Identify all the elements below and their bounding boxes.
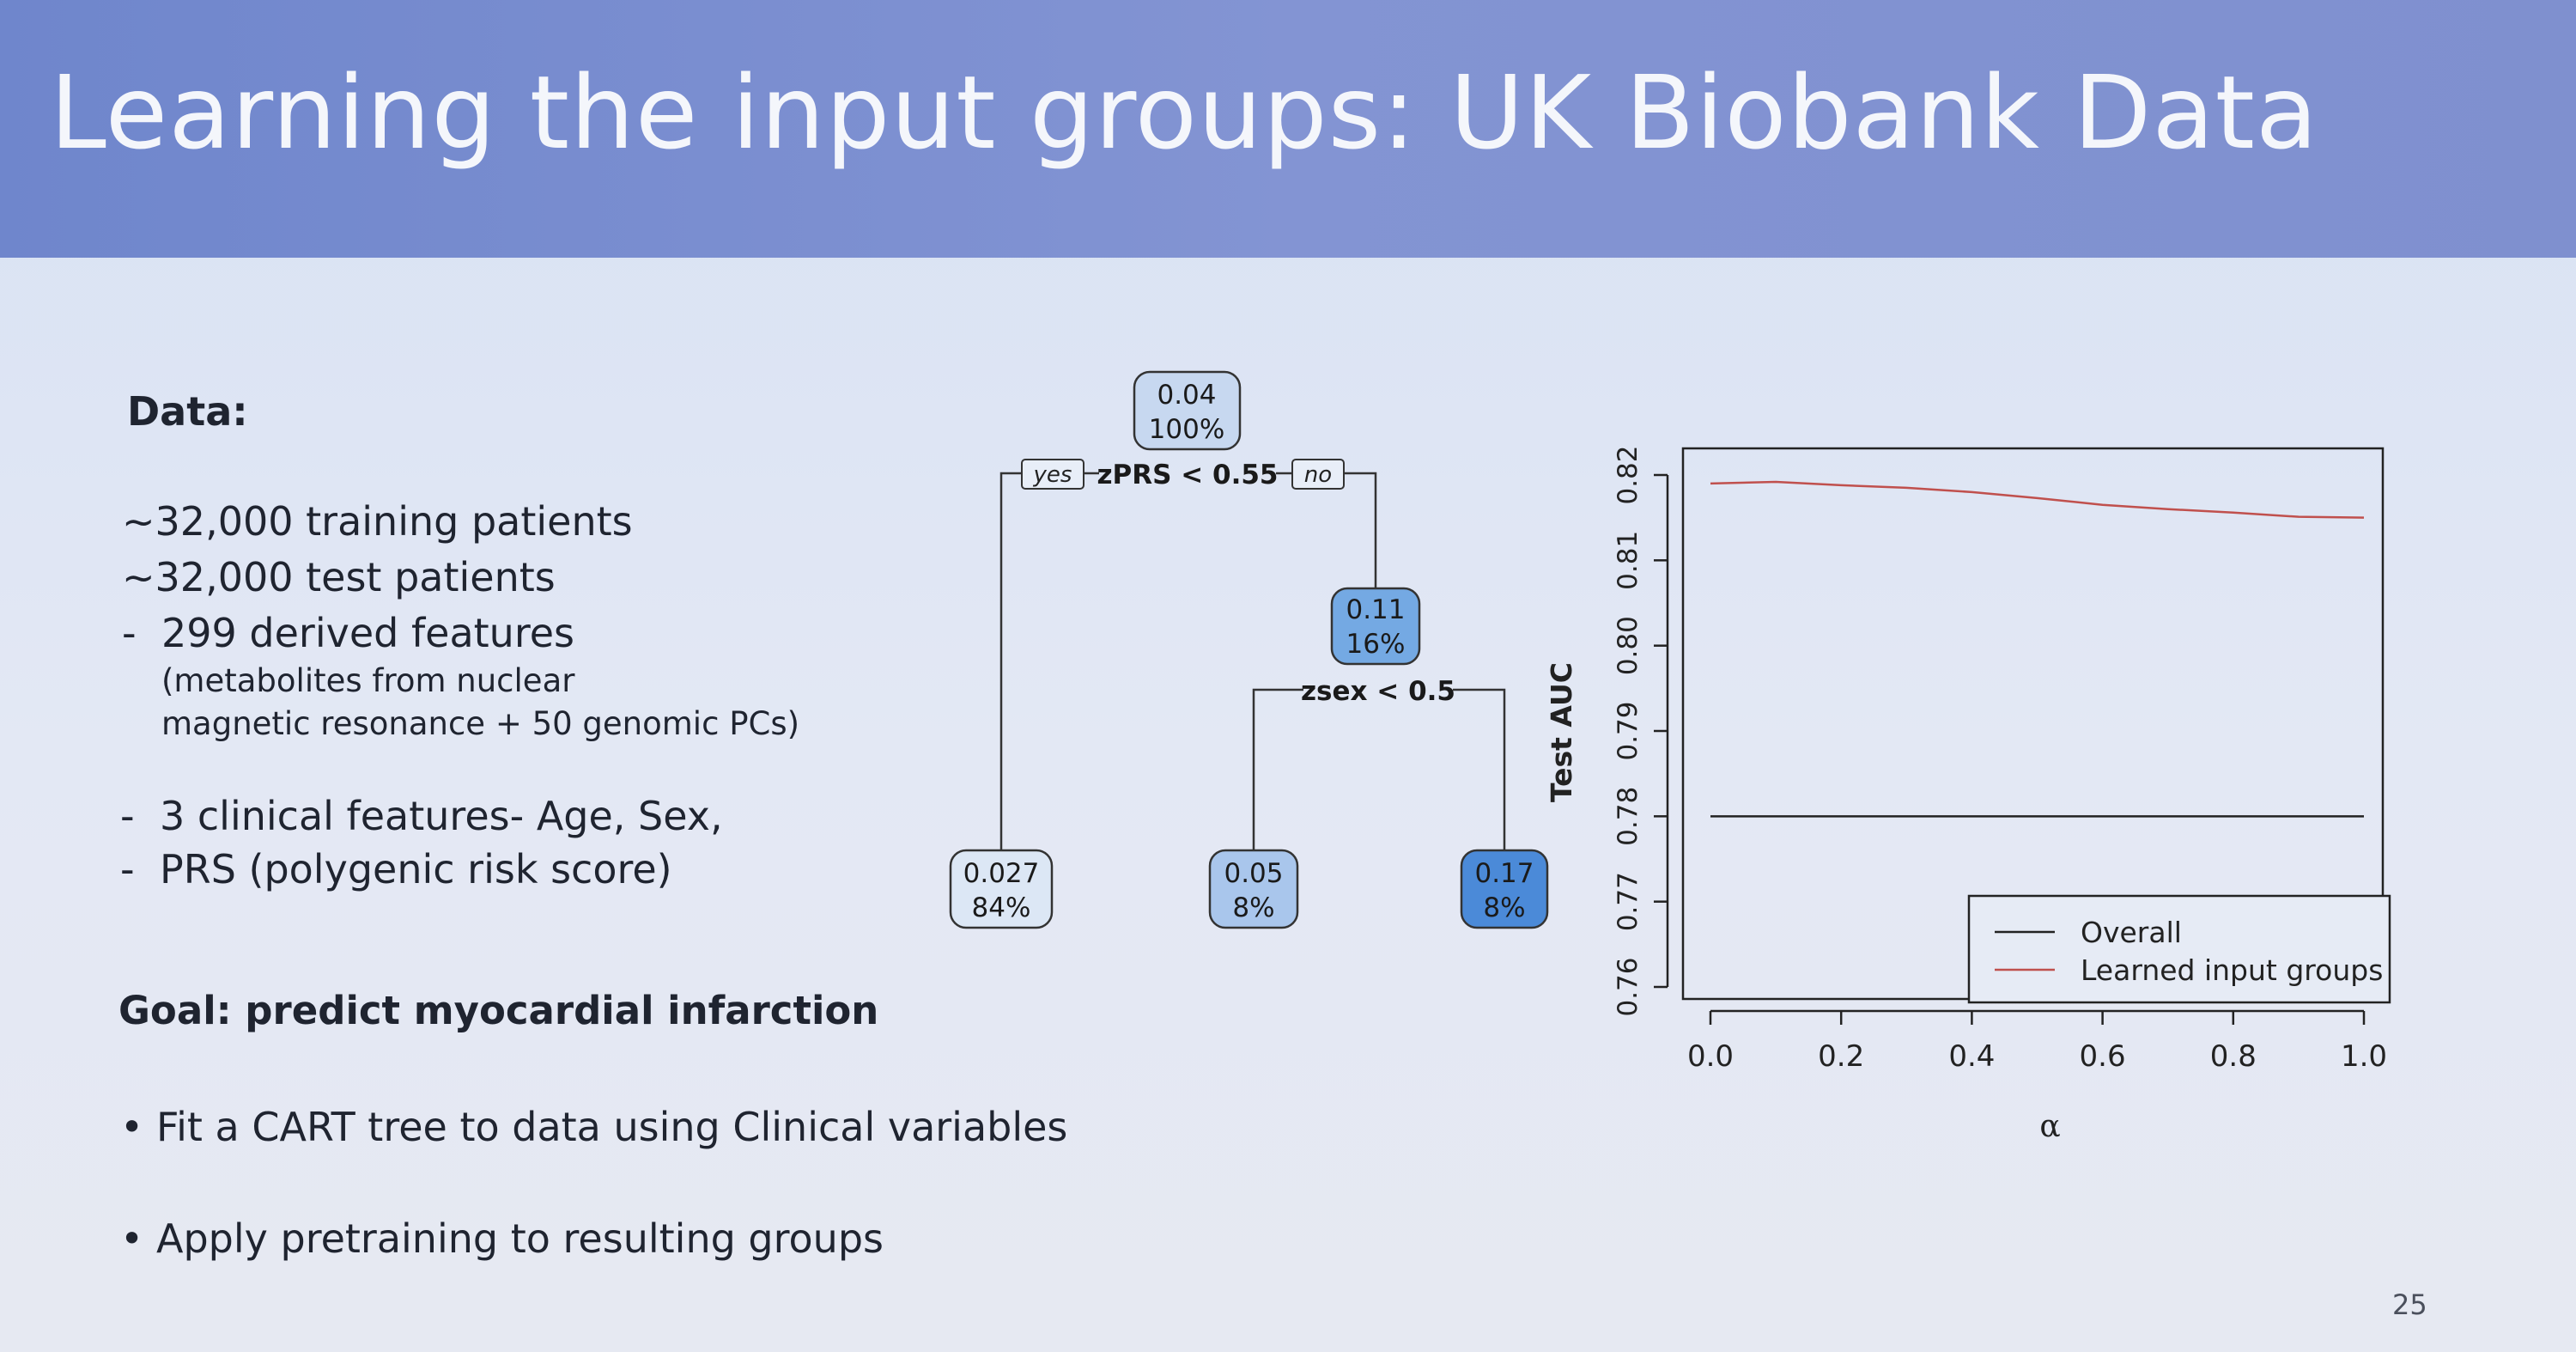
prs-text: PRS (polygenic risk score) [160,846,672,892]
dash: - [122,610,137,656]
bullet-fit-cart: • Fit a CART tree to data using Clinical … [120,1104,1067,1150]
bullet-text: Fit a CART tree to data using Clinical v… [156,1104,1068,1150]
dash: - [120,846,135,892]
derived-features-detail: (metabolites from nuclear magnetic resona… [161,660,799,746]
clinical-features-line: -3 clinical features- Age, Sex, [120,793,723,839]
test-patients-line: ~32,000 test patients [122,554,556,600]
prs-line: - PRS (polygenic risk score) [120,846,672,892]
page-number: 25 [2392,1288,2427,1321]
clinical-features-text: 3 clinical features- Age, Sex, [160,793,723,839]
bullet-apply-pretraining: • Apply pretraining to resulting groups [120,1215,884,1262]
bullet-dot: • [120,1215,144,1262]
detail-line-1: (metabolites from nuclear [161,662,575,699]
detail-line-2: magnetic resonance + 50 genomic PCs) [161,705,800,742]
bullet-text: Apply pretraining to resulting groups [156,1215,884,1262]
goal-heading: Goal: predict myocardial infarction [118,988,879,1033]
dash: - [120,793,135,839]
bullet-dot: • [120,1104,144,1150]
title-bar [0,0,2576,258]
slide-title: Learning the input groups: UK Biobank Da… [50,53,2319,172]
training-patients-line: ~32,000 training patients [122,498,633,545]
data-heading: Data: [127,388,248,435]
derived-features-text: 299 derived features [161,610,575,656]
derived-features-line: -299 derived features [122,610,574,656]
